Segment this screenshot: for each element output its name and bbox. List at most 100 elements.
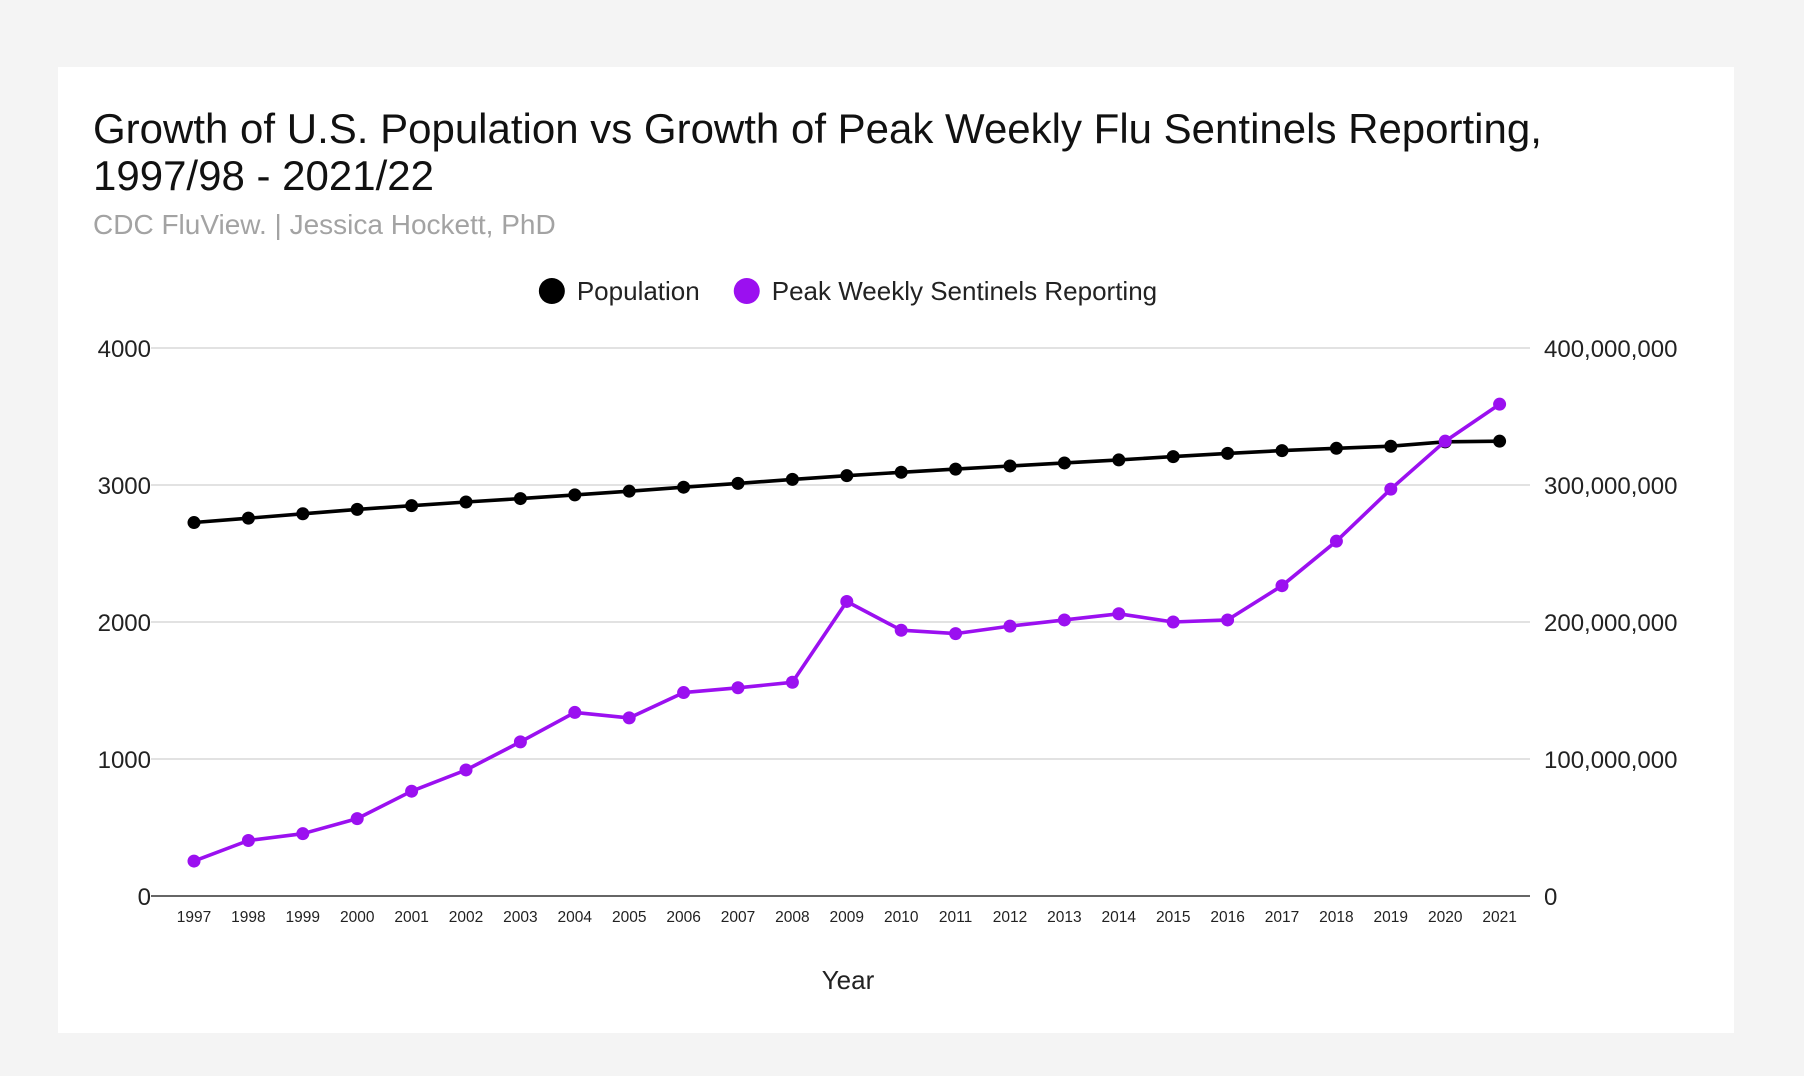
x-axis-tick-label: 2021 <box>1482 909 1516 926</box>
x-axis-tick-label: 2017 <box>1265 909 1299 926</box>
data-point <box>1057 613 1071 627</box>
x-axis-tick-label: 2007 <box>721 909 755 926</box>
data-point <box>296 827 310 841</box>
gridlines <box>151 347 1530 897</box>
data-point <box>731 476 745 490</box>
data-point <box>568 705 582 719</box>
series-sentinels <box>187 397 1507 868</box>
x-axis-tick-label: 2001 <box>394 909 428 926</box>
x-axis-label: Year <box>822 965 875 995</box>
x-axis-tick-label: 2000 <box>340 909 375 926</box>
data-point <box>1003 619 1017 633</box>
left-axis-ticks: 0 1000 2000 3000 4000 <box>98 336 151 911</box>
data-point <box>1221 446 1235 460</box>
left-axis-tick-label: 1000 <box>98 747 151 774</box>
data-point <box>622 484 636 498</box>
data-point <box>241 511 255 525</box>
data-point <box>1275 579 1289 593</box>
data-point <box>350 812 364 826</box>
left-axis-tick-label: 4000 <box>98 336 151 363</box>
data-point <box>459 495 473 509</box>
x-axis-tick-label: 2011 <box>939 909 972 926</box>
data-point <box>187 854 201 868</box>
data-point <box>1221 613 1235 627</box>
data-point <box>187 516 201 530</box>
legend: Population Peak Weekly Sentinels Reporti… <box>538 276 1157 306</box>
x-axis-tick-label: 2016 <box>1210 909 1244 926</box>
x-axis-tick-label: 2005 <box>612 909 646 926</box>
data-point <box>513 735 527 749</box>
legend-label-population: Population <box>577 276 700 306</box>
data-point <box>1384 439 1398 453</box>
x-axis-tick-label: 2010 <box>884 909 919 926</box>
data-point <box>1112 453 1126 467</box>
data-point <box>350 502 364 516</box>
right-axis-tick-label: 400,000,000 <box>1544 336 1677 363</box>
data-point <box>949 462 963 476</box>
data-point <box>1329 441 1343 455</box>
x-axis-tick-label: 2014 <box>1102 909 1137 926</box>
x-axis-ticks: 1997 1998 1999 2000 2001 2002 2003 2004 2005 2006… <box>177 909 1517 926</box>
chart-card: Growth of U.S. Population vs Growth of P… <box>58 67 1734 1033</box>
x-axis-tick-label: 1998 <box>231 909 265 926</box>
legend-marker-population <box>538 278 565 304</box>
data-point <box>894 465 908 479</box>
x-axis-tick-label: 1997 <box>177 909 211 926</box>
data-point <box>1493 434 1507 448</box>
x-axis-tick-label: 2012 <box>993 909 1027 926</box>
data-point <box>1438 434 1452 448</box>
data-point <box>894 623 908 637</box>
legend-marker-sentinels <box>733 278 760 304</box>
legend-label-sentinels: Peak Weekly Sentinels Reporting <box>772 276 1157 306</box>
data-point <box>1112 607 1126 621</box>
x-axis-tick-label: 2006 <box>666 909 700 926</box>
data-point <box>731 681 745 695</box>
data-point <box>241 834 255 848</box>
x-axis-tick-label: 2009 <box>830 909 864 926</box>
left-axis-tick-label: 0 <box>138 884 151 911</box>
x-axis-tick-label: 2004 <box>558 909 593 926</box>
x-axis-tick-label: 2020 <box>1428 909 1463 926</box>
data-point <box>785 472 799 486</box>
data-point <box>296 507 310 521</box>
data-point <box>1057 456 1071 470</box>
data-point <box>1329 534 1343 548</box>
chart-subtitle: CDC FluView. | Jessica Hockett, PhD <box>93 209 556 240</box>
data-point <box>785 675 799 689</box>
data-point <box>949 627 963 641</box>
data-point <box>677 480 691 494</box>
data-point <box>840 469 854 483</box>
x-axis-tick-label: 2013 <box>1047 909 1081 926</box>
data-point <box>1166 615 1180 629</box>
chart-plot-area: Population Peak Weekly Sentinels Reporti… <box>98 276 1678 995</box>
right-axis-tick-label: 0 <box>1544 884 1557 911</box>
data-point <box>513 492 527 506</box>
data-point <box>568 488 582 502</box>
data-point <box>405 499 419 513</box>
right-axis-ticks: 0 100,000,000 200,000,000 300,000,000 400,00… <box>1544 336 1677 911</box>
x-axis-tick-label: 2018 <box>1319 909 1353 926</box>
data-point <box>459 763 473 777</box>
x-axis-tick-label: 2002 <box>449 909 483 926</box>
chart-title: Growth of U.S. Population vs Growth of P… <box>93 105 1693 199</box>
right-axis-tick-label: 100,000,000 <box>1544 747 1677 774</box>
right-axis-tick-label: 200,000,000 <box>1544 610 1677 637</box>
left-axis-tick-label: 2000 <box>98 610 151 637</box>
data-point <box>1166 450 1180 464</box>
data-point <box>622 711 636 725</box>
x-axis-tick-label: 2015 <box>1156 909 1190 926</box>
left-axis-tick-label: 3000 <box>98 473 151 500</box>
x-axis-tick-label: 2008 <box>775 909 809 926</box>
data-point <box>1493 397 1507 411</box>
series-population <box>187 434 1507 530</box>
data-point <box>840 594 854 608</box>
data-point <box>677 686 691 700</box>
chart-title-line-1: Growth of U.S. Population vs Growth of P… <box>93 105 1542 152</box>
right-axis-tick-label: 300,000,000 <box>1544 473 1677 500</box>
chart-title-line-2: 1997/98 - 2021/22 <box>93 152 434 199</box>
x-axis-tick-label: 2019 <box>1374 909 1408 926</box>
data-point <box>1384 482 1398 496</box>
data-point <box>1275 444 1289 458</box>
data-point <box>1003 459 1017 473</box>
data-point <box>405 784 419 798</box>
